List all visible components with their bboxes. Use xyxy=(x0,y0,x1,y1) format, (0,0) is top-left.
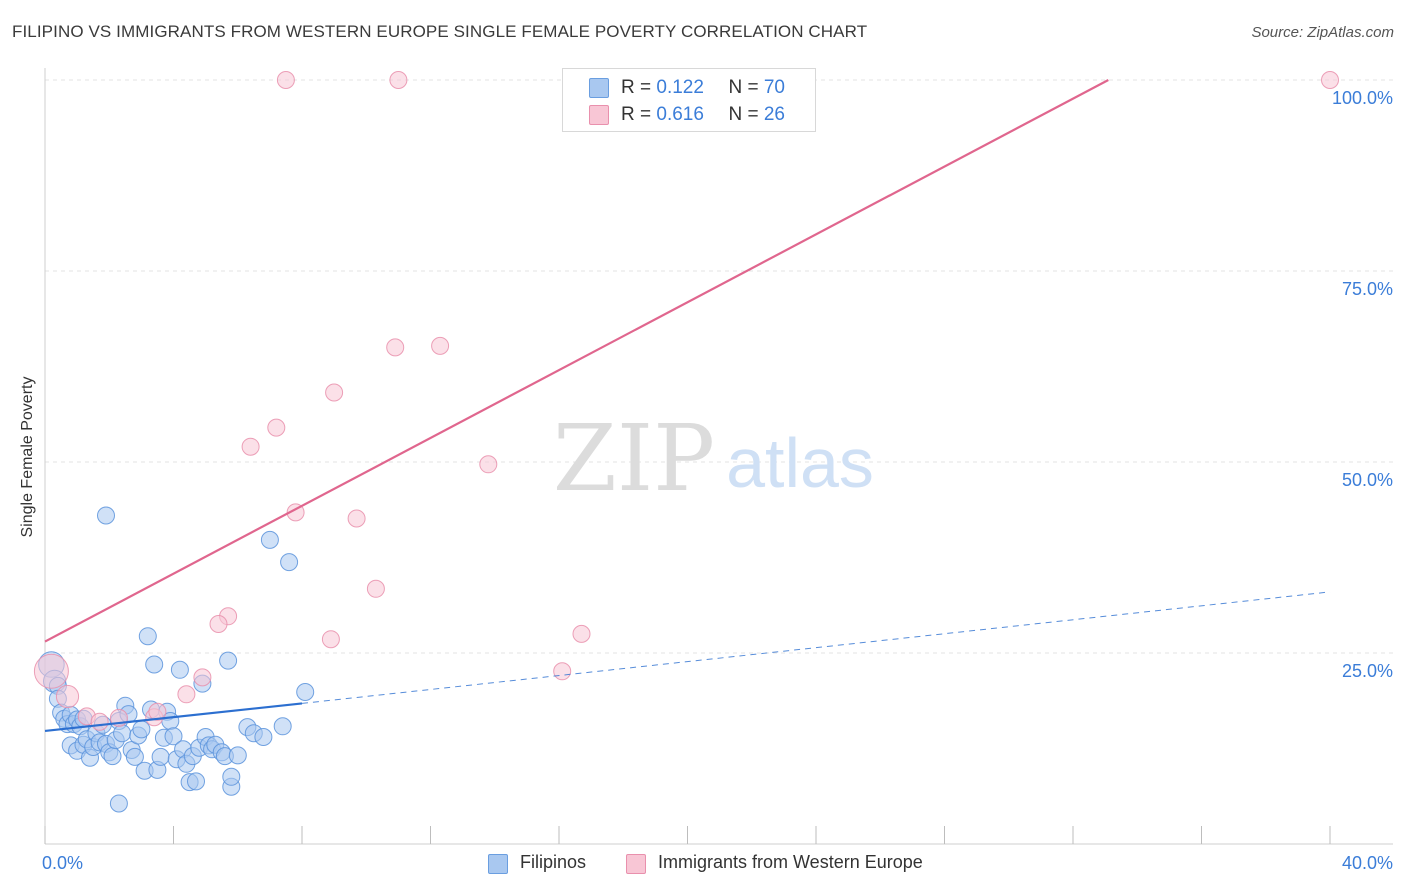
western-europe-point xyxy=(431,336,450,355)
western-europe-swatch xyxy=(626,854,646,874)
western-europe-point xyxy=(347,509,366,528)
filipino-point xyxy=(103,747,122,766)
filipino-point xyxy=(138,627,157,646)
filipino-point xyxy=(228,746,247,765)
western-europe-point xyxy=(267,418,286,437)
filipino-point xyxy=(164,727,183,746)
filipino-point xyxy=(260,530,279,549)
western-europe-point xyxy=(572,624,591,643)
grid-lines xyxy=(45,79,1393,654)
western-europe-point xyxy=(55,684,80,709)
filipino-point xyxy=(187,772,205,791)
n-label: N = xyxy=(728,104,764,125)
western-europe-swatch xyxy=(589,105,609,125)
filipino-point xyxy=(109,794,128,813)
western-europe-point xyxy=(177,685,196,704)
filipino-point xyxy=(97,506,115,525)
filipino-point xyxy=(113,724,132,743)
western-europe-point xyxy=(90,712,109,731)
r-label: R = xyxy=(621,77,657,98)
axes xyxy=(44,68,1393,845)
western-europe-point xyxy=(321,630,340,649)
n-label: N = xyxy=(728,77,764,98)
series-legend: Filipinos Immigrants from Western Europe xyxy=(0,852,1406,876)
watermark-zip: ZIP xyxy=(553,405,715,512)
y-tick-label: 75.0% xyxy=(1342,279,1393,299)
watermark: ZIP atlas xyxy=(553,405,874,512)
filipino-point xyxy=(280,553,299,572)
western-europe-point xyxy=(325,383,344,402)
filipino-trend-extension xyxy=(301,591,1331,704)
filipino-point xyxy=(273,717,292,736)
filipino-point xyxy=(222,767,241,786)
y-tick-label: 100.0% xyxy=(1332,88,1393,108)
filipino-trend-line xyxy=(44,702,303,733)
legend-label: Immigrants from Western Europe xyxy=(658,852,923,872)
watermark-atlas: atlas xyxy=(726,424,874,502)
filipino-point xyxy=(296,683,315,701)
y-tick-label: 50.0% xyxy=(1342,470,1393,490)
western-europe-trend-line xyxy=(44,79,1109,643)
trend-lines xyxy=(44,79,1331,733)
y-axis-label: Single Female Poverty xyxy=(19,376,36,538)
r-value: 0.122 xyxy=(656,77,704,98)
data-points xyxy=(33,71,1339,813)
western-europe-point xyxy=(193,668,212,687)
filipino-point xyxy=(132,720,151,739)
western-europe-point xyxy=(148,702,167,721)
western-europe-point xyxy=(276,71,295,89)
filipino-point xyxy=(145,655,164,674)
western-europe-point xyxy=(1321,71,1339,89)
source-credit: Source: ZipAtlas.com xyxy=(1251,24,1394,41)
filipino-point xyxy=(170,660,189,679)
n-value: 70 xyxy=(763,77,785,98)
stats-legend: R = 0.122 N = 70 R = 0.616 N = 26 xyxy=(562,68,816,132)
western-europe-point xyxy=(366,579,385,598)
tick-labels: 100.0% 75.0% 50.0% 25.0% 0.0% 40.0% xyxy=(42,88,1393,873)
x-tick-label: 40.0% xyxy=(1342,853,1393,873)
stats-text: R = 0.122 N = 70 xyxy=(621,77,785,99)
chart-title: FILIPINO VS IMMIGRANTS FROM WESTERN EURO… xyxy=(12,22,868,41)
filipinos-swatch xyxy=(488,854,508,874)
western-europe-point xyxy=(553,662,572,681)
legend-label: Filipinos xyxy=(520,852,587,872)
stats-text: R = 0.616 N = 26 xyxy=(621,104,785,126)
r-label: R = xyxy=(621,104,657,125)
r-value: 0.616 xyxy=(656,104,704,125)
filipino-point xyxy=(254,728,273,746)
filipino-point xyxy=(151,747,170,766)
filipinos-swatch xyxy=(589,78,609,98)
n-value: 26 xyxy=(763,104,785,125)
western-europe-point xyxy=(389,71,408,89)
y-tick-label: 25.0% xyxy=(1342,661,1393,681)
western-europe-point xyxy=(479,455,498,474)
filipino-point xyxy=(125,747,144,766)
filipino-point xyxy=(219,651,238,670)
western-europe-point xyxy=(241,437,260,456)
x-tick-label: 0.0% xyxy=(42,853,83,873)
western-europe-point xyxy=(209,615,228,633)
western-europe-point xyxy=(386,338,405,357)
western-europe-point xyxy=(33,653,69,689)
